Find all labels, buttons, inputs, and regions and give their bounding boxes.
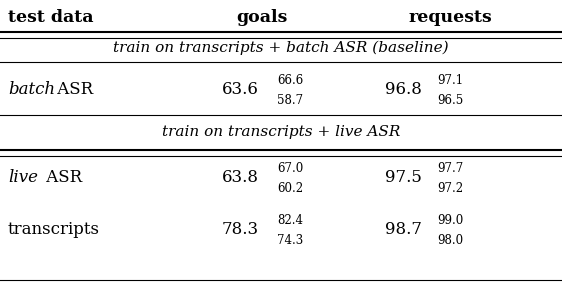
Text: live: live [8,169,38,186]
Text: 63.6: 63.6 [222,81,259,99]
Text: 82.4: 82.4 [277,213,303,226]
Text: 97.2: 97.2 [437,182,463,195]
Text: requests: requests [408,10,492,26]
Text: 63.8: 63.8 [222,169,259,186]
Text: 97.5: 97.5 [385,169,422,186]
Text: 98.7: 98.7 [385,222,422,238]
Text: train on transcripts + live ASR: train on transcripts + live ASR [162,125,400,139]
Text: transcripts: transcripts [8,222,100,238]
Text: 58.7: 58.7 [277,93,303,106]
Text: 96.8: 96.8 [385,81,422,99]
Text: 78.3: 78.3 [222,222,259,238]
Text: goals: goals [236,10,288,26]
Text: 97.7: 97.7 [437,162,463,175]
Text: 99.0: 99.0 [437,213,463,226]
Text: batch: batch [8,81,55,99]
Text: 97.1: 97.1 [437,73,463,86]
Text: ASR: ASR [52,81,93,99]
Text: ASR: ASR [41,169,82,186]
Text: train on transcripts + batch ASR (baseline): train on transcripts + batch ASR (baseli… [113,41,449,55]
Text: 60.2: 60.2 [277,182,303,195]
Text: 66.6: 66.6 [277,73,303,86]
Text: 67.0: 67.0 [277,162,303,175]
Text: 96.5: 96.5 [437,93,463,106]
Text: 74.3: 74.3 [277,233,303,246]
Text: test data: test data [8,10,93,26]
Text: 98.0: 98.0 [437,233,463,246]
